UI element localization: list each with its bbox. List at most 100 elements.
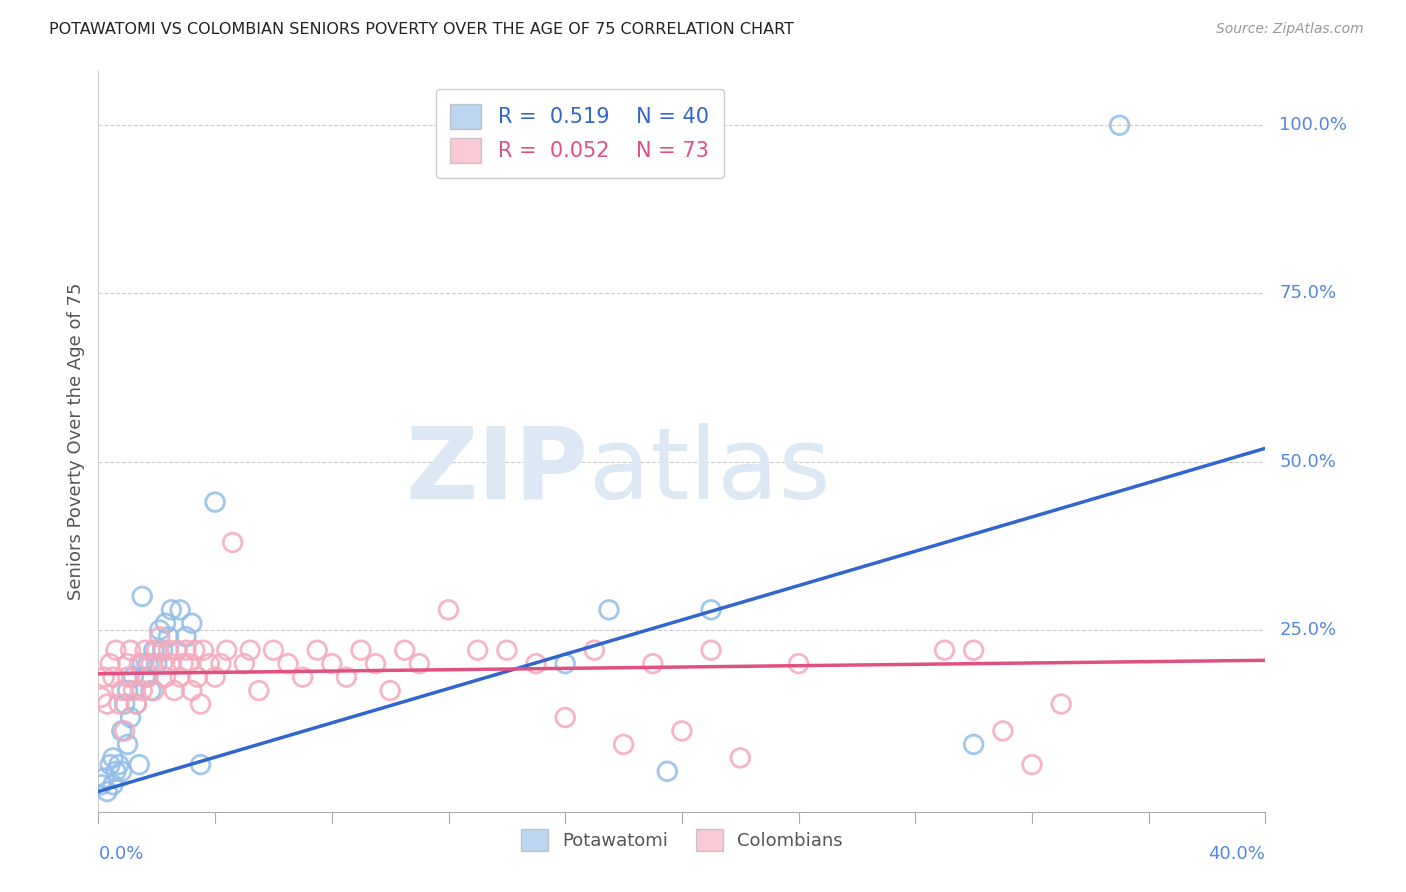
Point <box>962 738 984 752</box>
Point <box>408 657 430 671</box>
Point <box>93 670 115 684</box>
Point <box>671 723 693 738</box>
Point <box>934 643 956 657</box>
Point <box>209 657 232 671</box>
Point <box>262 643 284 657</box>
Point <box>117 683 139 698</box>
Point <box>117 657 139 671</box>
Point <box>117 738 139 752</box>
Point <box>111 683 134 698</box>
Point <box>193 643 215 657</box>
Text: POTAWATOMI VS COLOMBIAN SENIORS POVERTY OVER THE AGE OF 75 CORRELATION CHART: POTAWATOMI VS COLOMBIAN SENIORS POVERTY … <box>49 22 794 37</box>
Point <box>146 643 169 657</box>
Point <box>991 723 1014 738</box>
Text: Source: ZipAtlas.com: Source: ZipAtlas.com <box>1216 22 1364 37</box>
Text: 25.0%: 25.0% <box>1279 621 1337 639</box>
Point <box>98 657 121 671</box>
Point <box>307 643 329 657</box>
Point <box>131 683 153 698</box>
Point <box>524 657 547 671</box>
Point <box>247 683 270 698</box>
Point <box>190 697 212 711</box>
Point <box>104 643 127 657</box>
Point <box>96 697 118 711</box>
Point <box>787 657 810 671</box>
Point <box>321 657 343 671</box>
Point <box>128 757 150 772</box>
Point <box>152 643 174 657</box>
Point <box>101 751 124 765</box>
Point <box>134 643 156 657</box>
Point <box>962 643 984 657</box>
Point <box>700 643 723 657</box>
Point <box>90 690 112 705</box>
Point <box>139 657 162 671</box>
Point <box>111 764 134 779</box>
Point <box>160 657 183 671</box>
Point <box>598 603 620 617</box>
Point <box>136 670 159 684</box>
Point <box>155 616 177 631</box>
Text: 40.0%: 40.0% <box>1209 846 1265 863</box>
Point <box>120 643 142 657</box>
Point <box>169 603 191 617</box>
Point <box>1021 757 1043 772</box>
Point <box>128 657 150 671</box>
Point <box>350 643 373 657</box>
Point <box>364 657 387 671</box>
Point <box>98 757 121 772</box>
Point <box>101 670 124 684</box>
Point <box>131 590 153 604</box>
Legend: Potawatomi, Colombians: Potawatomi, Colombians <box>513 822 851 858</box>
Point <box>187 670 209 684</box>
Point <box>215 643 238 657</box>
Text: ZIP: ZIP <box>406 423 589 520</box>
Point <box>233 657 256 671</box>
Point <box>221 535 243 549</box>
Point <box>108 697 131 711</box>
Point <box>96 784 118 798</box>
Point <box>120 710 142 724</box>
Point <box>90 778 112 792</box>
Point <box>641 657 664 671</box>
Point <box>291 670 314 684</box>
Point <box>204 495 226 509</box>
Point <box>174 630 197 644</box>
Point <box>612 738 634 752</box>
Point <box>700 603 723 617</box>
Point <box>149 630 172 644</box>
Point <box>157 630 180 644</box>
Point <box>239 643 262 657</box>
Point <box>142 683 165 698</box>
Point <box>180 616 202 631</box>
Point <box>169 670 191 684</box>
Point <box>657 764 679 779</box>
Point <box>131 657 153 671</box>
Point <box>467 643 489 657</box>
Y-axis label: Seniors Poverty Over the Age of 75: Seniors Poverty Over the Age of 75 <box>66 283 84 600</box>
Point <box>136 657 159 671</box>
Point <box>380 683 402 698</box>
Point <box>117 670 139 684</box>
Point <box>101 778 124 792</box>
Point <box>111 723 134 738</box>
Point <box>1050 697 1073 711</box>
Point <box>114 697 136 711</box>
Point <box>180 683 202 698</box>
Point <box>166 643 188 657</box>
Point <box>125 697 148 711</box>
Text: atlas: atlas <box>589 423 830 520</box>
Point <box>277 657 299 671</box>
Point <box>149 623 172 637</box>
Point <box>142 643 165 657</box>
Text: 0.0%: 0.0% <box>98 846 143 863</box>
Point <box>160 603 183 617</box>
Point <box>108 757 131 772</box>
Point <box>155 670 177 684</box>
Point <box>437 603 460 617</box>
Point <box>163 683 186 698</box>
Point <box>204 670 226 684</box>
Point <box>157 643 180 657</box>
Point <box>554 710 576 724</box>
Point <box>114 723 136 738</box>
